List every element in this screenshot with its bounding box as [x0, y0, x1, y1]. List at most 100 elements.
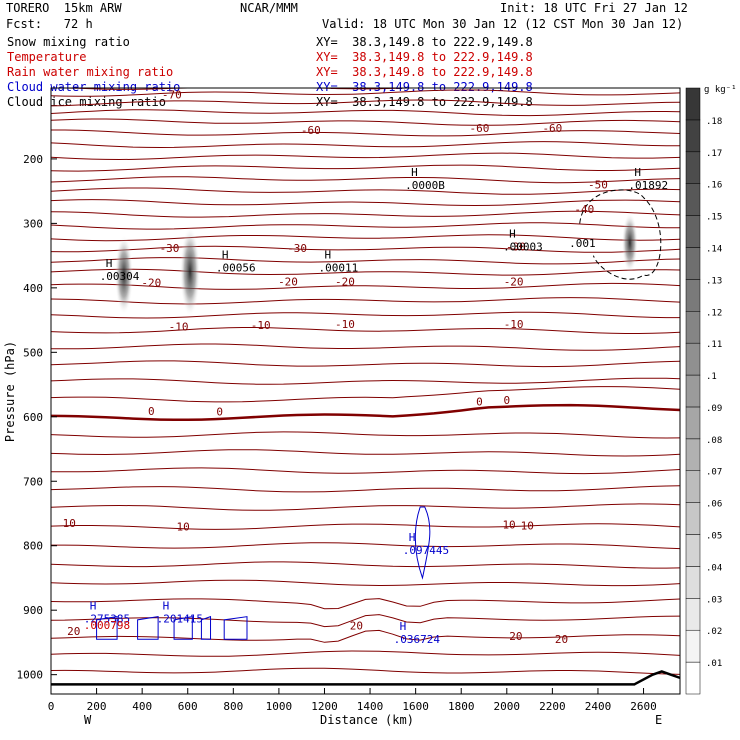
x-tick-label: 2200	[539, 700, 566, 713]
isotherm	[50, 141, 680, 149]
west-end-label: W	[84, 713, 92, 727]
colorbar-segment	[685, 374, 701, 408]
colorbar-segment	[685, 247, 701, 280]
colorbar-segment	[685, 279, 701, 312]
maximum-value: .275385	[84, 612, 130, 625]
y-axis-title: Pressure (hPa)	[3, 340, 18, 443]
y-tick-label: 700	[23, 475, 43, 488]
isotherm	[50, 152, 681, 161]
temperature-label: -30	[506, 241, 526, 254]
temperature-label: 0	[476, 395, 483, 408]
temperature-label: 10	[177, 520, 190, 533]
colorbar-label: .08	[706, 436, 722, 446]
x-tick-label: 1200	[311, 700, 338, 713]
temperature-label: 10	[521, 520, 534, 533]
cloud-water-contour	[223, 616, 248, 640]
colorbar-segment	[685, 566, 701, 599]
maximum-marker: H	[222, 249, 229, 262]
colorbar-segment	[685, 502, 701, 535]
colorbar-label: .1	[706, 372, 717, 382]
temperature-label: -50	[588, 179, 608, 192]
x-tick-label: 2600	[630, 700, 657, 713]
isotherm	[50, 245, 681, 253]
isotherm	[51, 542, 681, 550]
colorbar-segment	[685, 406, 701, 440]
isotherm	[50, 403, 681, 422]
isotherm	[50, 449, 681, 457]
snow-maximum-shading	[114, 234, 133, 315]
cloud-water-contour	[414, 506, 431, 580]
isotherm	[50, 561, 681, 569]
colorbar-segment	[685, 598, 701, 631]
x-tick-label: 1600	[402, 700, 429, 713]
maximum-marker: H	[163, 599, 170, 612]
temperature-label: -10	[504, 318, 524, 331]
field-xy: XY= 38.3,149.8 to 222.9,149.8	[316, 50, 533, 64]
maximum-marker: H	[634, 166, 641, 179]
colorbar-segment	[685, 629, 701, 663]
maximum-value: .01892	[628, 179, 668, 192]
isotherm	[50, 377, 681, 385]
x-tick-label: 600	[178, 700, 198, 713]
forecast-hour: Fcst: 72 h	[6, 17, 93, 31]
temperature-label: -60	[301, 124, 321, 137]
terrain-line	[51, 670, 681, 686]
temperature-label: -30	[287, 242, 307, 255]
x-tick-label: 2000	[494, 700, 521, 713]
model-title: TORERO 15km ARW	[6, 1, 122, 15]
temperature-label: 20	[350, 620, 363, 633]
temperature-label: -20	[141, 277, 161, 290]
colorbar-label: .01	[706, 659, 722, 669]
colorbar-label: .02	[706, 627, 722, 637]
y-tick-label: 400	[23, 282, 43, 295]
temperature-label: -60	[542, 122, 562, 135]
colorbar-label: .12	[706, 308, 722, 318]
maximum-value: .201415	[157, 612, 203, 625]
x-tick-label: 200	[87, 700, 107, 713]
colorbar-segment	[685, 470, 701, 503]
isotherm	[50, 650, 681, 657]
isotherm	[50, 118, 681, 126]
field-xy: XY= 38.3,149.8 to 222.9,149.8	[316, 65, 533, 79]
maximum-marker: H	[411, 166, 418, 179]
temperature-label: -10	[169, 321, 189, 334]
colorbar-segment	[685, 119, 701, 153]
temperature-label: 20	[509, 630, 522, 643]
field-name: Snow mixing ratio	[7, 35, 130, 49]
temperature-label: 0	[216, 406, 223, 419]
colorbar-label: .04	[706, 563, 722, 573]
colorbar-label: .06	[706, 500, 722, 510]
temperature-label: -40	[574, 203, 594, 216]
isotherm	[50, 360, 681, 368]
snow-maximum-shading	[621, 212, 638, 273]
field-name: Cloud water mixing ratio	[7, 80, 181, 94]
cloud-water-contour	[96, 616, 118, 640]
temperature-label: -10	[335, 318, 355, 331]
maximum-marker: H	[509, 227, 516, 240]
maximum-marker: H	[409, 531, 416, 544]
isotherm	[50, 164, 681, 172]
init-time: Init: 18 UTC Fri 27 Jan 12	[500, 1, 688, 15]
temperature-label: 10	[63, 517, 76, 530]
cloud-water-contour	[137, 616, 159, 640]
isotherm	[50, 268, 681, 276]
colorbar-unit: g kg⁻¹	[704, 85, 737, 95]
field-name: Temperature	[7, 50, 87, 64]
colorbar-segment	[685, 534, 701, 567]
maximum-value: .001	[569, 237, 596, 250]
temperature-label: -20	[504, 275, 524, 288]
colorbar-label: .11	[706, 340, 722, 350]
colorbar-label: .16	[706, 181, 722, 191]
y-tick-label: 800	[23, 540, 43, 553]
isotherm	[50, 187, 681, 195]
maximum-marker: H	[400, 620, 407, 633]
cloud-ice-contour	[579, 189, 662, 280]
isotherm	[51, 129, 681, 137]
isotherm	[50, 343, 681, 351]
isotherm	[50, 598, 681, 610]
isotherm	[50, 614, 681, 628]
colorbar-segment	[685, 311, 701, 344]
isotherm	[50, 386, 681, 403]
temperature-label: 20	[67, 625, 80, 638]
